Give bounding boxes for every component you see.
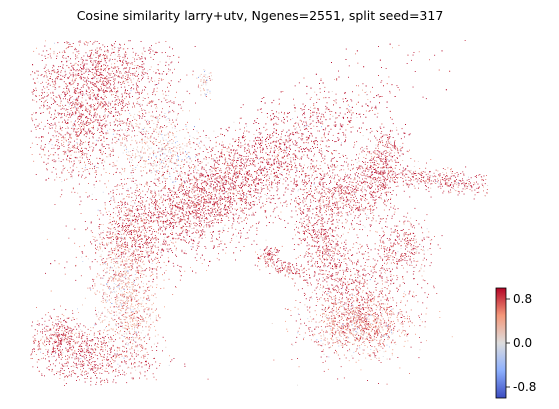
colorbar-tick-label: 0.8 [513,292,532,306]
umap-scatter-plot [30,40,489,386]
colorbar-tick-label: -0.8 [513,380,536,394]
colorbar-tick-label: 0.0 [513,336,532,350]
colorbar-gradient [495,287,507,399]
chart-title: Cosine similarity larry+utv, Ngenes=2551… [76,8,444,23]
scatter-points [30,40,489,386]
colorbar-ticks: 0.8 0.0 -0.8 [506,292,536,394]
